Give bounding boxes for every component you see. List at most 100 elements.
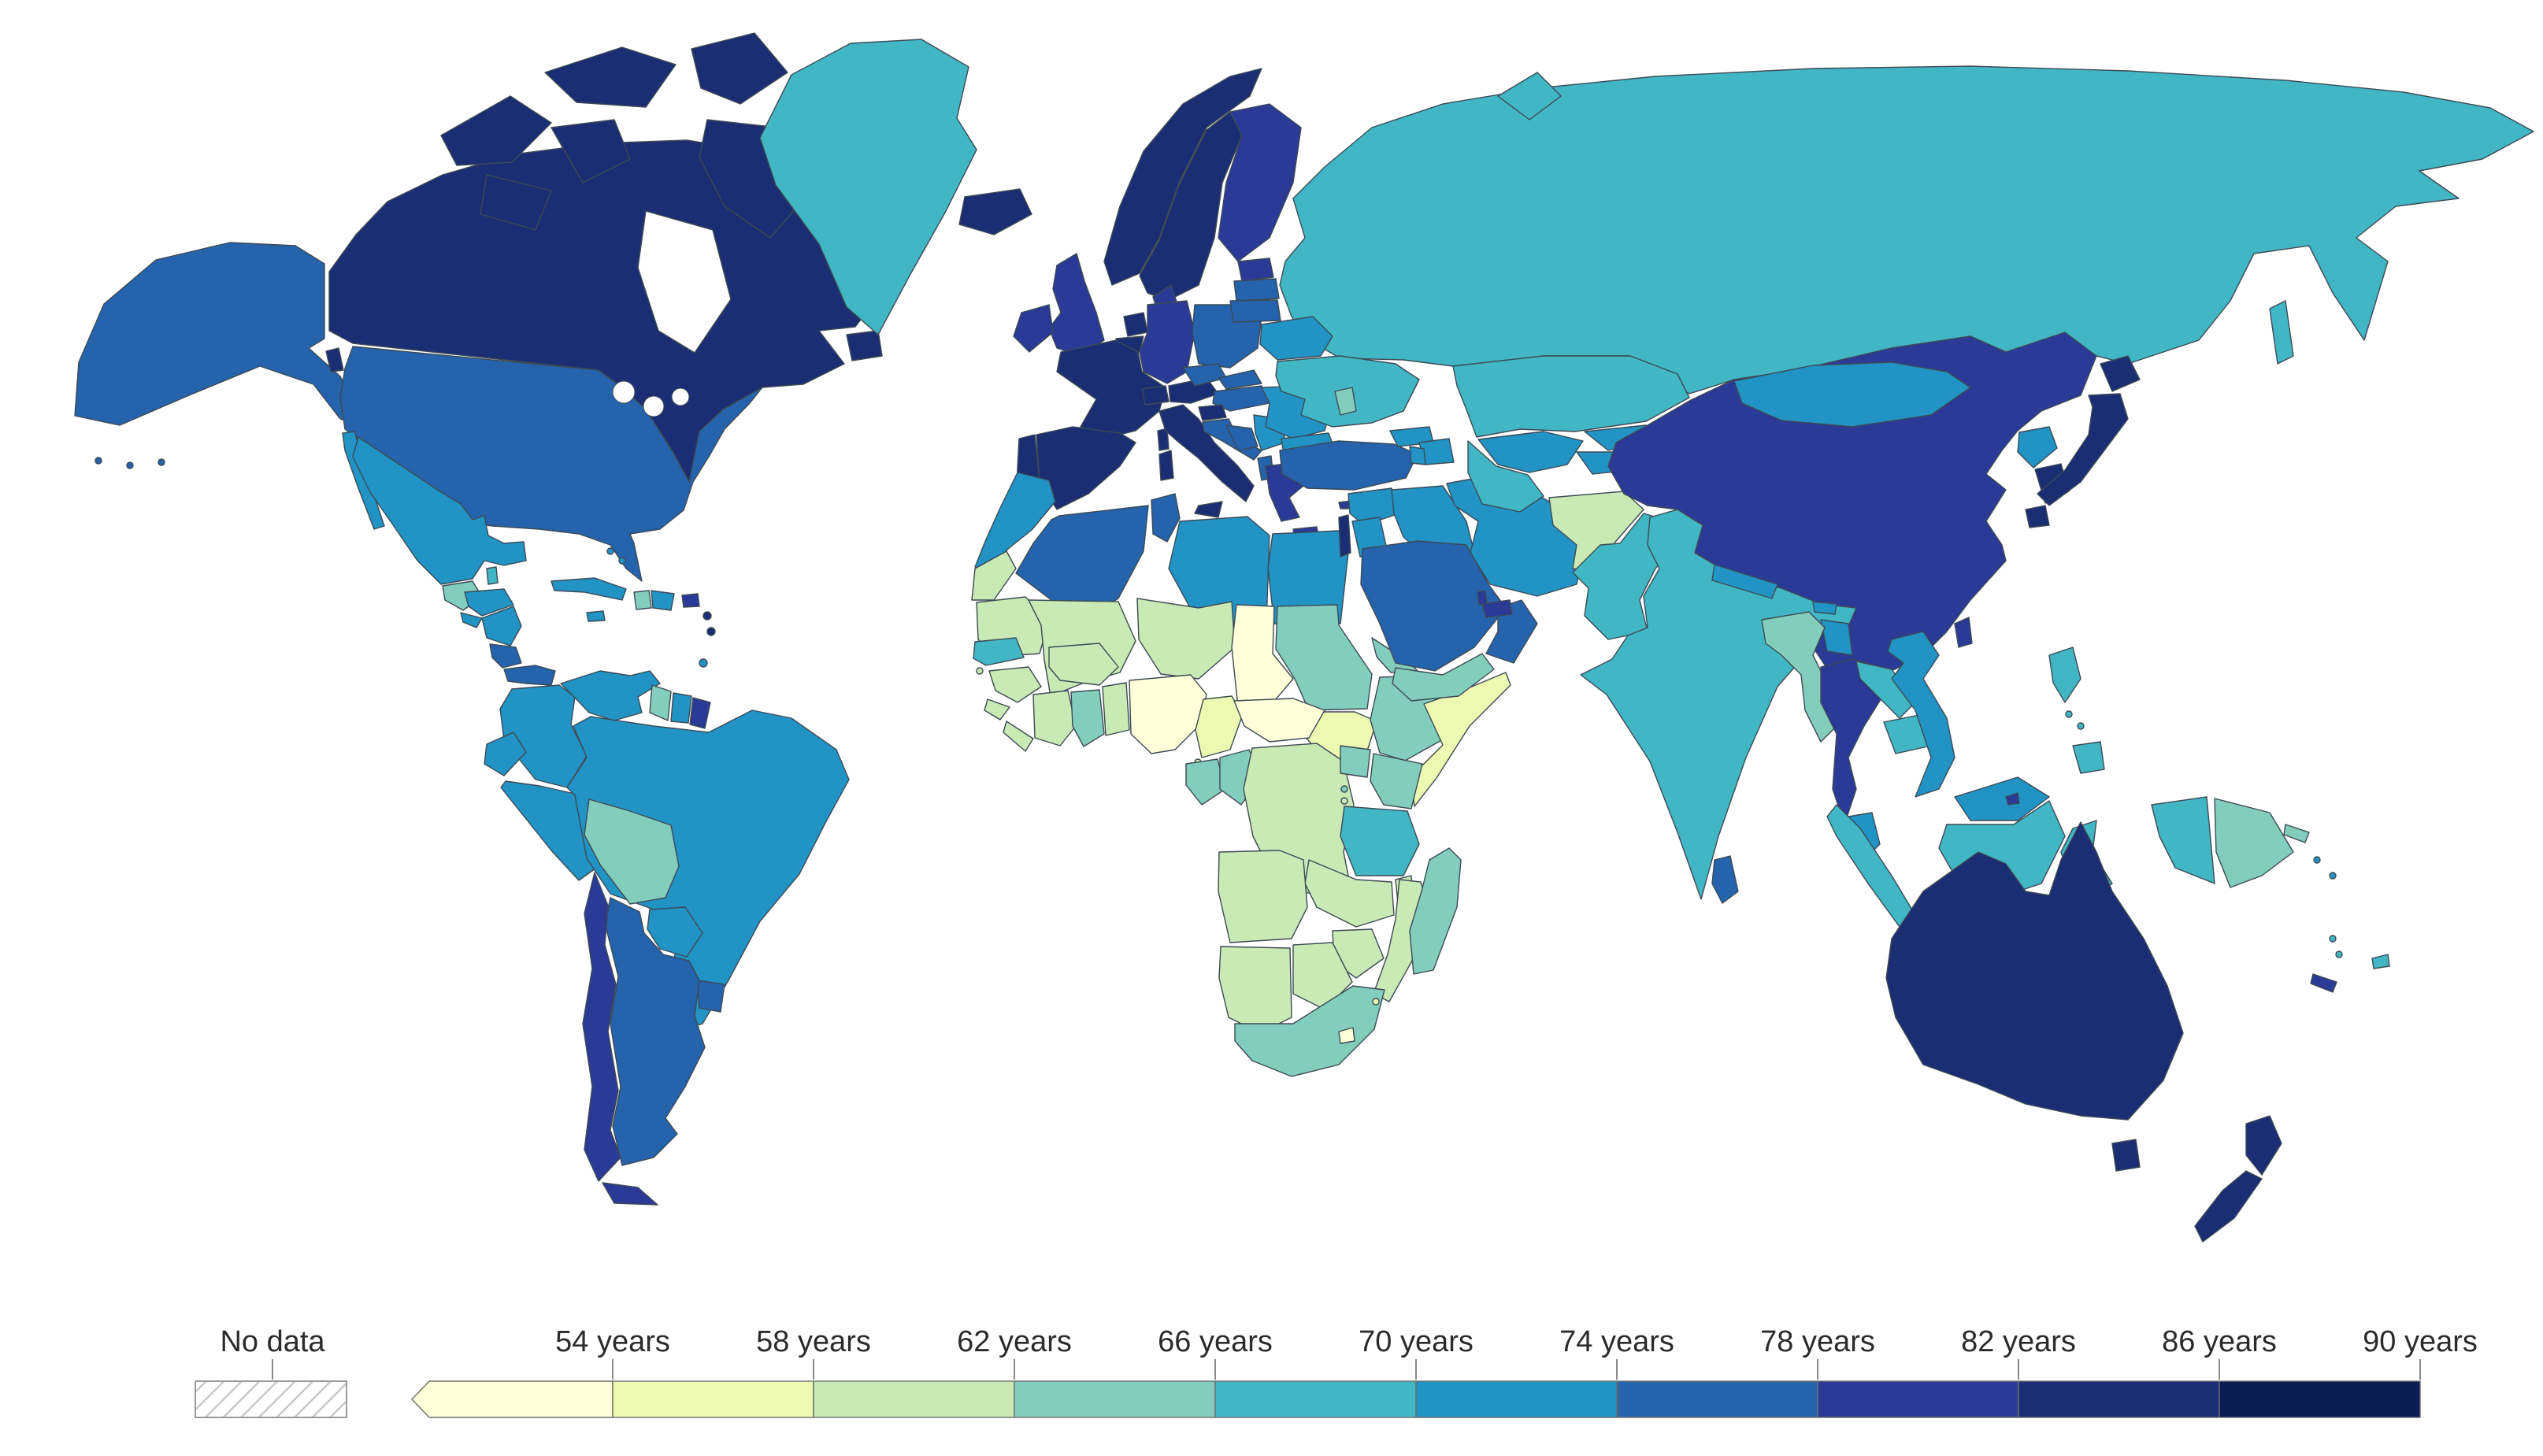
- country-bahamas[interactable]: [606, 547, 614, 555]
- country-western-sahara[interactable]: [971, 550, 1017, 601]
- country-sudan[interactable]: [1275, 604, 1373, 711]
- country-philippines-visayas[interactable]: [2077, 722, 2085, 730]
- country-japan-kyushu[interactable]: [2025, 505, 2050, 528]
- country-new-zealand-north[interactable]: [2245, 1115, 2282, 1176]
- country-moldova[interactable]: [1334, 387, 1357, 416]
- country-central-african-republic[interactable]: [1233, 698, 1325, 743]
- country-netherlands[interactable]: [1123, 312, 1148, 337]
- country-puerto-rico[interactable]: [681, 593, 700, 608]
- country-cote-divoire[interactable]: [1032, 690, 1077, 747]
- country-tanzania[interactable]: [1340, 806, 1420, 876]
- country-italy[interactable]: [1158, 404, 1255, 502]
- country-rwanda[interactable]: [1340, 785, 1348, 793]
- country-belize[interactable]: [486, 566, 499, 585]
- country-papua-new-guinea[interactable]: [2214, 798, 2294, 888]
- legend-swatch-86-90[interactable]: [2219, 1380, 2421, 1418]
- country-malaysia-borneo[interactable]: [1954, 776, 2050, 821]
- country-saudi-arabia[interactable]: [1360, 540, 1507, 672]
- country-panama[interactable]: [503, 665, 556, 686]
- country-corsica[interactable]: [1157, 428, 1170, 451]
- country-bhutan[interactable]: [1812, 601, 1837, 615]
- country-latvia[interactable]: [1233, 278, 1280, 302]
- country-slovakia[interactable]: [1218, 369, 1262, 390]
- country-new-zealand-south[interactable]: [2194, 1170, 2263, 1243]
- country-dominican-republic[interactable]: [651, 590, 675, 611]
- country-indonesia-papua[interactable]: [2151, 796, 2215, 884]
- country-el-salvador[interactable]: [460, 612, 483, 628]
- country-sardinia[interactable]: [1158, 450, 1174, 481]
- country-uk[interactable]: [1048, 253, 1105, 357]
- country-bolivia[interactable]: [584, 798, 680, 905]
- country-guadeloupe[interactable]: [702, 611, 712, 621]
- country-aleutians-usa[interactable]: [95, 457, 102, 465]
- country-australia[interactable]: [1885, 821, 2184, 1121]
- country-suriname[interactable]: [670, 692, 692, 724]
- country-uae[interactable]: [1481, 599, 1513, 618]
- country-guyana[interactable]: [649, 684, 672, 721]
- country-vanuatu[interactable]: [2335, 950, 2343, 958]
- country-norway[interactable]: [1103, 68, 1262, 286]
- country-nepal[interactable]: [1711, 564, 1778, 599]
- legend-swatch-54-58[interactable]: [612, 1380, 814, 1418]
- country-syria[interactable]: [1347, 487, 1400, 526]
- country-nicaragua[interactable]: [481, 606, 522, 646]
- country-estonia[interactable]: [1237, 257, 1274, 282]
- country-myanmar[interactable]: [1761, 611, 1837, 743]
- country-turkmenistan[interactable]: [1467, 440, 1544, 513]
- country-canada-victoria-island[interactable]: [480, 174, 552, 231]
- country-croatia[interactable]: [1202, 418, 1262, 461]
- legend-swatch-58-62[interactable]: [813, 1380, 1015, 1418]
- country-philippines-luzon[interactable]: [2048, 646, 2081, 703]
- country-guinea[interactable]: [988, 666, 1042, 703]
- country-chile[interactable]: [582, 872, 621, 1182]
- country-south-africa[interactable]: [1234, 985, 1385, 1077]
- country-ireland[interactable]: [1013, 304, 1054, 353]
- legend-swatch-62-66[interactable]: [1014, 1380, 1216, 1418]
- country-niger[interactable]: [1136, 598, 1236, 680]
- legend-swatch-78-82[interactable]: [1817, 1380, 2019, 1418]
- country-namibia[interactable]: [1218, 946, 1292, 1034]
- country-liberia[interactable]: [1003, 721, 1034, 752]
- country-new-britain[interactable]: [2283, 824, 2310, 843]
- country-uganda[interactable]: [1340, 745, 1371, 778]
- country-trinidad-and-tobago[interactable]: [699, 658, 708, 668]
- country-new-caledonia[interactable]: [2310, 973, 2337, 993]
- country-angola[interactable]: [1218, 850, 1308, 943]
- country-taiwan[interactable]: [1954, 617, 1973, 648]
- country-belarus[interactable]: [1259, 316, 1333, 361]
- country-japan-honshu[interactable]: [2037, 393, 2129, 506]
- country-germany[interactable]: [1139, 300, 1196, 384]
- country-north-korea[interactable]: [2017, 426, 2058, 469]
- legend-swatch-lt54[interactable]: [411, 1380, 614, 1418]
- country-vanuatu[interactable]: [2329, 935, 2337, 943]
- country-aleutians-usa[interactable]: [126, 461, 134, 469]
- country-lesotho[interactable]: [1338, 1027, 1355, 1044]
- country-greenland[interactable]: [759, 39, 977, 335]
- country-jamaica[interactable]: [586, 610, 606, 622]
- country-benin-togo[interactable]: [1102, 682, 1130, 736]
- country-uruguay[interactable]: [696, 980, 725, 1013]
- country-lithuania[interactable]: [1229, 299, 1281, 323]
- country-peru[interactable]: [500, 780, 599, 881]
- country-philippines-mindanao[interactable]: [2072, 741, 2105, 774]
- country-qatar[interactable]: [1477, 590, 1488, 606]
- country-russia-novaya-zemlya[interactable]: [1497, 72, 1562, 120]
- country-sicily[interactable]: [1194, 501, 1223, 518]
- country-canada-vancouver-island[interactable]: [325, 347, 344, 372]
- country-philippines-visayas[interactable]: [2065, 710, 2073, 718]
- country-kenya[interactable]: [1370, 753, 1423, 810]
- country-sri-lanka[interactable]: [1711, 855, 1739, 904]
- country-somalia[interactable]: [1411, 672, 1511, 807]
- country-laos[interactable]: [1855, 661, 1916, 719]
- country-ghana[interactable]: [1070, 689, 1105, 747]
- country-uzbekistan[interactable]: [1477, 431, 1584, 473]
- country-costa-rica[interactable]: [489, 643, 522, 669]
- legend-swatch-74-78[interactable]: [1616, 1380, 1818, 1418]
- country-paraguay[interactable]: [647, 906, 703, 958]
- country-cuba[interactable]: [550, 577, 627, 601]
- country-gabon[interactable]: [1185, 758, 1226, 806]
- country-mongolia[interactable]: [1733, 361, 1971, 428]
- country-brunei[interactable]: [2005, 792, 2020, 806]
- country-hungary[interactable]: [1212, 385, 1270, 412]
- country-solomon-islands[interactable]: [2329, 872, 2337, 880]
